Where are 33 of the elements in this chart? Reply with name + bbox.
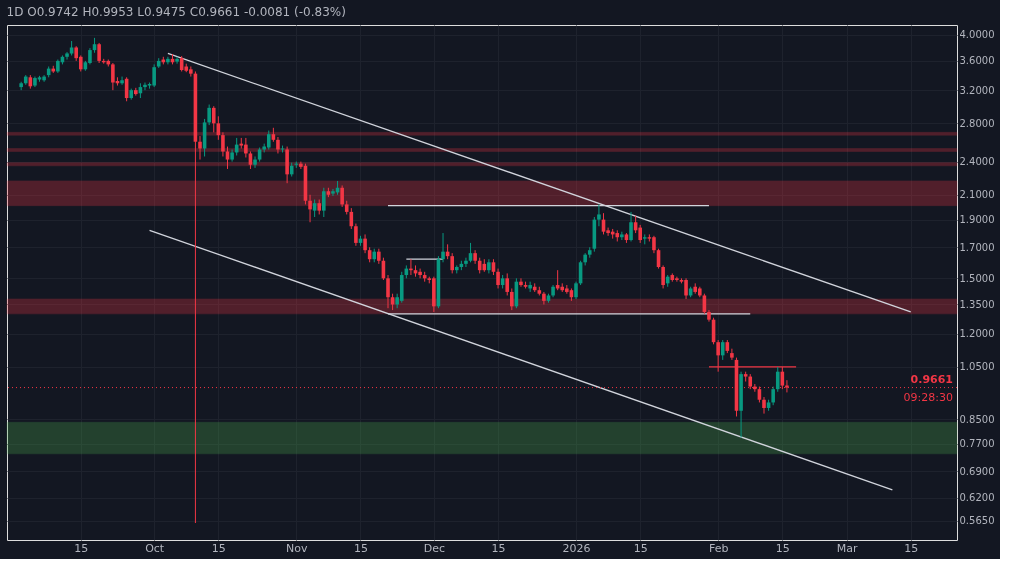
y-tick-label: 1.9000 bbox=[959, 214, 995, 226]
x-tick-label: 2026 bbox=[562, 541, 591, 555]
x-tick-label: 15 bbox=[353, 541, 368, 555]
y-tick-label: 1.3500 bbox=[959, 299, 995, 310]
x-tick-label: Mar bbox=[836, 541, 858, 555]
y-tick-label: 0.8500 bbox=[959, 413, 995, 425]
x-tick-label: 15 bbox=[491, 541, 506, 555]
x-tick-label: 15 bbox=[775, 541, 790, 555]
y-tick-label: 0.7700 bbox=[959, 438, 995, 450]
y-tick-label: 2.1000 bbox=[959, 189, 995, 201]
y-tick-label: 0.6900 bbox=[959, 465, 995, 477]
x-tick-label: 15 bbox=[74, 541, 89, 555]
y-tick-label: 1.0500 bbox=[959, 361, 995, 373]
y-tick-label: 4.0000 bbox=[959, 29, 995, 41]
x-tick-label: 15 bbox=[904, 541, 919, 555]
x-tick-label: 15 bbox=[211, 541, 226, 555]
x-tick-label: Oct bbox=[145, 541, 165, 555]
chart-title: 1D O0.9742 H0.9953 L0.9475 C0.9661 -0.0081 (-0.83%) bbox=[6, 5, 346, 19]
y-tick-label: 1.2000 bbox=[959, 328, 995, 340]
y-tick-label: 0.5650 bbox=[959, 515, 995, 527]
ref-line-label: 0.9661 bbox=[910, 372, 953, 386]
y-tick-label: 2.8000 bbox=[959, 117, 995, 129]
y-tick-label: 2.4000 bbox=[959, 156, 995, 168]
x-tick-label: Nov bbox=[286, 541, 309, 555]
x-tick-label: Feb bbox=[708, 541, 729, 555]
y-tick-label: 3.6000 bbox=[959, 55, 995, 67]
annotation: 09:28:30 bbox=[903, 390, 953, 404]
y-tick-label: 3.2000 bbox=[959, 84, 995, 96]
x-tick-label: Dec bbox=[423, 541, 445, 555]
y-tick-label: 1.5000 bbox=[959, 272, 995, 284]
x-tick-label: 15 bbox=[633, 541, 648, 555]
y-tick-label: 1.7000 bbox=[959, 241, 995, 253]
y-tick-label: 0.6200 bbox=[959, 492, 995, 504]
